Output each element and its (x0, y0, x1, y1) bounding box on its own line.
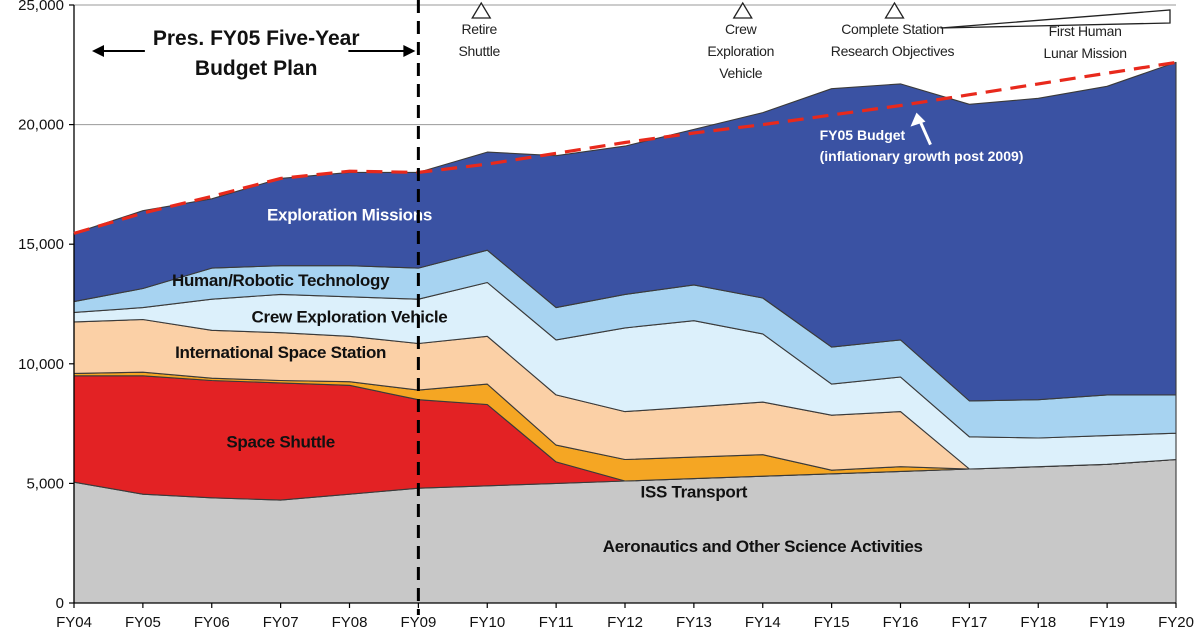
milestone-crew-exploration-vehicle-triangle (732, 1, 753, 19)
x-tick-label-FY12: FY12 (607, 614, 643, 630)
x-tick-label-FY04: FY04 (56, 614, 92, 630)
y-tick-label-5000: 5,000 (26, 475, 64, 492)
x-tick-label-FY19: FY19 (1089, 614, 1125, 630)
milestone-complete-station-research-objectives-line-2: Research Objectives (831, 43, 955, 59)
x-tick-label-FY13: FY13 (676, 614, 712, 630)
milestone-complete-station-research-objectives-triangle (884, 1, 905, 19)
x-tick-label-FY18: FY18 (1020, 614, 1056, 630)
x-tick-label-FY17: FY17 (951, 614, 987, 630)
area-label-human-robotic-technology: Human/Robotic Technology (172, 271, 390, 290)
milestone-retire-shuttle-triangle (471, 1, 492, 19)
axes: 0 5,000 10,000 15,000 20,000 25,000 FY04 FY05 FY… (18, 0, 1194, 630)
stacked-areas (73, 61, 1177, 604)
plan-label-line-1: Pres. FY05 Five-Year (153, 27, 360, 50)
x-tick-label-FY09: FY09 (400, 614, 436, 630)
x-tick-label-FY06: FY06 (194, 614, 230, 630)
plan-arrow-right-head (403, 45, 416, 57)
budget-arrow-head (910, 112, 926, 127)
budget-line (73, 60, 1177, 235)
plan-arrow-left-head (92, 45, 104, 57)
area-label-crew-exploration-vehicle: Crew Exploration Vehicle (252, 308, 448, 327)
annotations: Exploration Missions Human/Robotic Techno… (73, 0, 1177, 615)
x-tick-label-FY14: FY14 (745, 614, 781, 630)
milestone-retire-shuttle-line-2: Shuttle (459, 43, 501, 59)
x-tick-label-FY20: FY20 (1158, 614, 1194, 630)
x-tick-label-FY16: FY16 (883, 614, 919, 630)
milestone-crew-exploration-vehicle-line-1: Crew (725, 21, 758, 37)
x-tick-label-FY11: FY11 (539, 614, 574, 630)
budget-annotation-line-1: FY05 Budget (820, 127, 906, 143)
area-label-international-space-station: International Space Station (175, 343, 386, 362)
y-tick-label-20000: 20,000 (18, 117, 64, 134)
x-tick-label-FY10: FY10 (469, 614, 505, 630)
area-exploration-missions (73, 61, 1177, 402)
area-label-exploration-missions: Exploration Missions (267, 205, 432, 224)
milestone-complete-station-research-objectives-line-1: Complete Station (841, 21, 944, 37)
milestone-first-human-lunar-mission-line-2: Lunar Mission (1043, 45, 1126, 61)
y-tick-label-15000: 15,000 (18, 236, 64, 253)
y-tick-label-25000: 25,000 (18, 0, 64, 14)
plan-label-line-2: Budget Plan (195, 57, 318, 80)
x-tick-label-FY15: FY15 (814, 614, 850, 630)
milestone-first-human-lunar-mission-line-1: First Human (1049, 23, 1122, 39)
milestone-crew-exploration-vehicle-line-2: Exploration (707, 43, 774, 59)
milestone-wedge (940, 9, 1171, 29)
y-tick-label-0: 0 (56, 595, 64, 612)
area-label-iss-transport: ISS Transport (641, 483, 748, 502)
y-tick-label-10000: 10,000 (18, 356, 64, 373)
x-tick-label-FY07: FY07 (263, 614, 299, 630)
x-tick-label-FY05: FY05 (125, 614, 161, 630)
area-label-aeronautics-and-other-science-activities: Aeronautics and Other Science Activities (603, 537, 923, 556)
area-label-space-shuttle: Space Shuttle (226, 433, 335, 452)
milestone-crew-exploration-vehicle-line-3: Vehicle (719, 65, 763, 81)
milestone-retire-shuttle-line-1: Retire (461, 21, 497, 37)
x-tick-label-FY08: FY08 (332, 614, 368, 630)
budget-annotation-line-2: (inflationary growth post 2009) (820, 148, 1024, 164)
